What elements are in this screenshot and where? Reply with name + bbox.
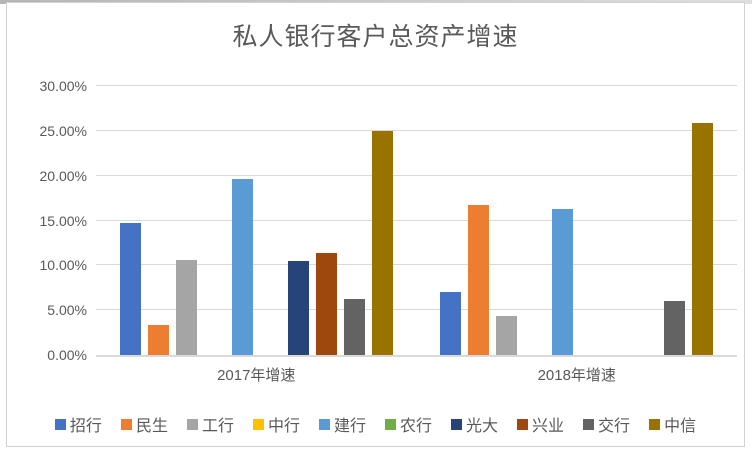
gridline-20 [96,174,737,176]
legend-label-工行: 工行 [201,418,234,435]
legend-label-兴业: 兴业 [532,418,565,435]
y-tick-label-10: 10.00% [39,257,87,274]
chart-card: 私人银行客户总资产增速 0.00% 5.00% 10.00% 15.00% 20.00%… [6,2,745,447]
y-tick-label-30: 30.00% [39,78,87,94]
bar-交行-2018年增速 [664,301,686,355]
legend-item-中行: 中行 [252,412,300,436]
legend: 招行 民生 工行 中行 建行 农行 光大 兴业 交行 中信 [7,412,744,436]
bar-中信-2018年增速 [692,122,714,355]
bar-建行-2018年增速 [552,208,574,355]
bar-group-2018年增速 [417,86,738,355]
legend-item-工行: 工行 [186,412,234,436]
legend-label-招行: 招行 [69,418,102,435]
legend-swatch-招行 [54,418,66,430]
y-axis: 0.00% 5.00% 10.00% 15.00% 20.00% 25.00% 30.00% [7,78,87,363]
legend-swatch-光大 [451,418,463,430]
legend-swatch-农行 [385,418,396,430]
legend-label-建行: 建行 [333,418,366,435]
legend-item-光大: 光大 [451,412,498,436]
bar-工行-2017年增速 [175,259,197,355]
legend-item-兴业: 兴业 [517,412,564,436]
legend-label-交行: 交行 [598,418,631,435]
x-axis-label-2018年增速: 2018年增速 [537,367,616,384]
bar-招行-2018年增速 [440,292,462,355]
bar-建行-2017年增速 [231,179,253,355]
bar-工行-2018年增速 [496,316,518,355]
y-tick-label-0: 0.00% [47,347,87,363]
legend-label-农行: 农行 [400,418,433,435]
plot-area [96,85,738,357]
legend-item-农行: 农行 [385,412,432,436]
legend-item-建行: 建行 [318,412,366,436]
legend-label-光大: 光大 [466,418,499,435]
gridline-15 [96,219,737,221]
legend-swatch-兴业 [517,418,529,430]
gridline-30 [96,85,737,86]
legend-label-中信: 中信 [664,418,697,435]
legend-label-民生: 民生 [135,418,168,435]
bar-group-2017年增速 [96,86,417,355]
x-axis-label-2017年增速: 2017年增速 [217,367,296,384]
legend-item-招行: 招行 [54,412,102,436]
legend-swatch-民生 [120,418,132,430]
y-tick-label-15: 15.00% [39,212,87,229]
bar-交行-2017年增速 [343,298,365,355]
gridline-25 [96,129,737,131]
gridline-5 [96,309,737,311]
legend-item-交行: 交行 [583,412,630,436]
y-tick-label-25: 25.00% [39,122,87,139]
legend-item-民生: 民生 [120,412,168,436]
bar-兴业-2017年增速 [315,252,337,355]
bar-光大-2017年增速 [287,260,309,355]
gridline-10 [96,264,737,266]
legend-swatch-交行 [583,418,595,430]
x-axis-labels: 2017年增速 2018年增速 [96,364,737,385]
legend-item-中信: 中信 [649,412,696,436]
legend-swatch-中信 [649,418,661,430]
y-tick-label-5: 5.00% [47,302,87,319]
bar-民生-2017年增速 [147,324,169,355]
legend-swatch-中行 [252,418,264,430]
legend-swatch-工行 [186,418,198,430]
bar-中信-2017年增速 [371,130,393,355]
legend-swatch-建行 [318,418,330,430]
legend-label-中行: 中行 [267,418,300,435]
y-tick-label-20: 20.00% [39,167,87,184]
bar-招行-2017年增速 [119,223,141,355]
chart-title: 私人银行客户总资产增速 [232,23,519,51]
bar-民生-2018年增速 [468,205,490,355]
